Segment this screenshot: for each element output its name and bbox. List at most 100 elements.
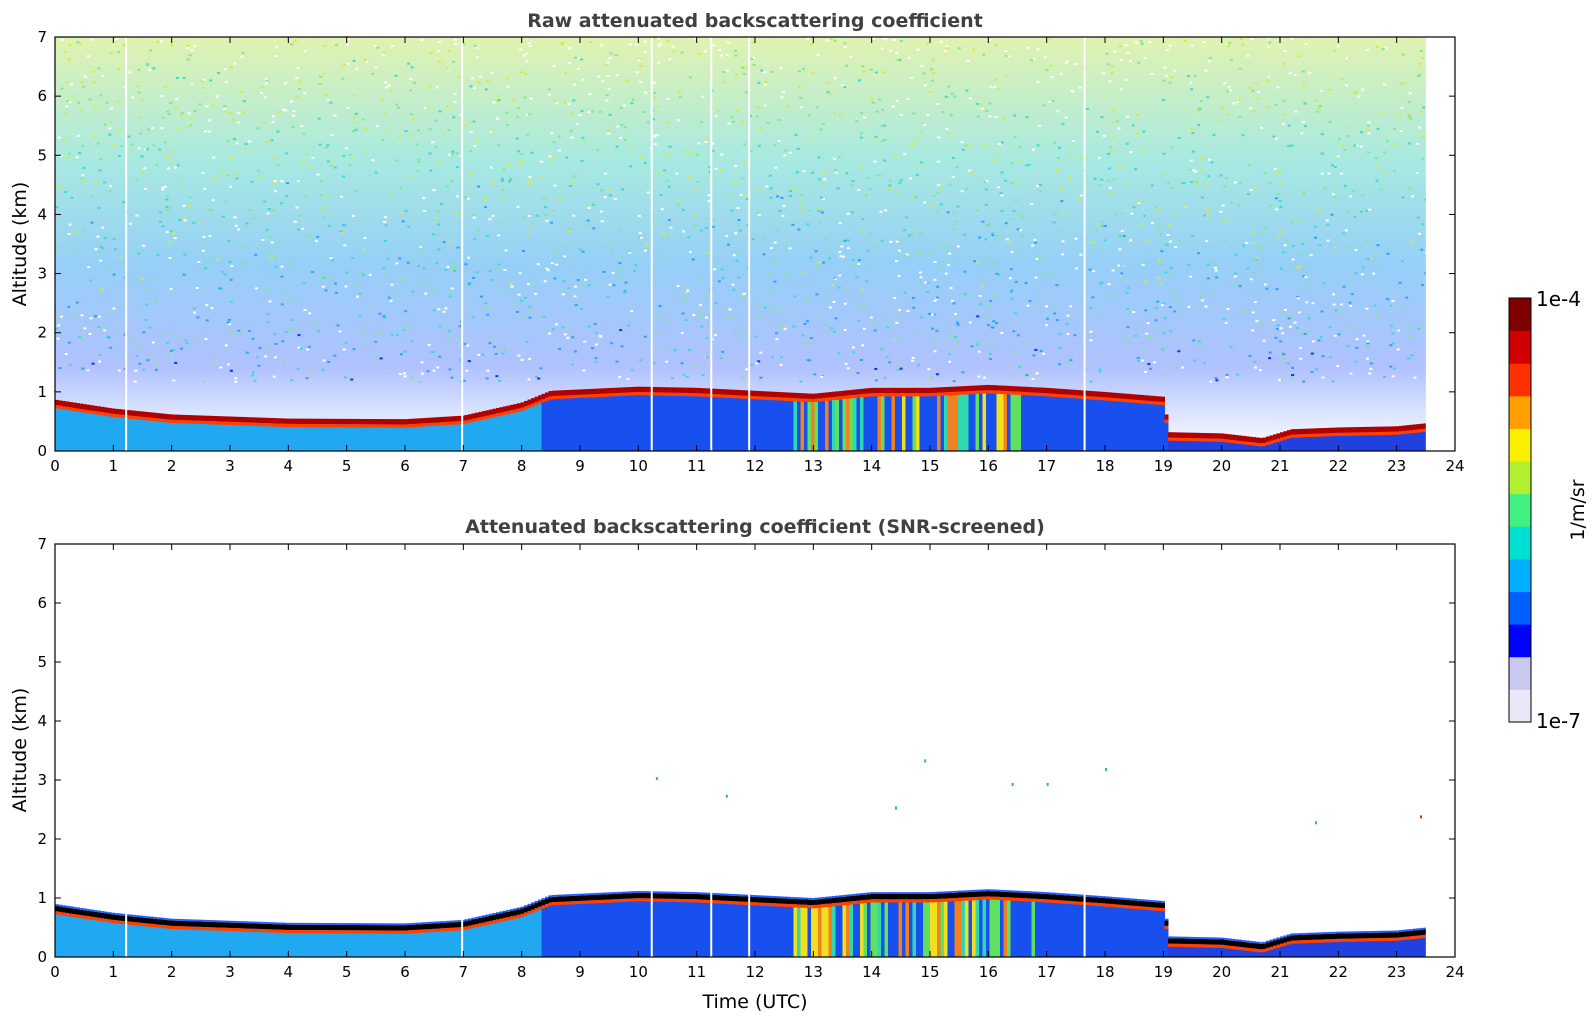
noise-speck (1009, 374, 1013, 377)
noise-speck (735, 259, 739, 262)
noise-speck (594, 360, 598, 363)
layer-edge (184, 420, 189, 424)
layer-edge (716, 900, 721, 904)
noise-speck (438, 325, 442, 328)
layer-peak (807, 899, 812, 905)
layer-peak (202, 921, 206, 927)
noise-speck (217, 71, 221, 74)
layer-peak (1007, 385, 1011, 392)
noise-speck (321, 276, 325, 279)
noise-speck (923, 123, 927, 126)
noise-speck (365, 343, 369, 346)
noise-speck (1136, 132, 1140, 135)
noise-speck (190, 49, 194, 52)
layer-column (324, 419, 329, 451)
noise-speck (527, 283, 531, 286)
layer-column (345, 926, 350, 957)
layer-outline (835, 895, 840, 898)
noise-speck (289, 100, 293, 103)
noise-speck (174, 107, 178, 110)
noise-speck (1206, 96, 1210, 99)
noise-speck (99, 245, 103, 248)
layer-column (433, 924, 437, 957)
layer-peak (884, 893, 889, 900)
layer-peak (926, 387, 931, 394)
layer-edge (566, 901, 570, 905)
layer-peak (1269, 435, 1274, 441)
noise-speck (552, 65, 556, 68)
layer-edge (1098, 396, 1102, 401)
layer-peak (1077, 390, 1081, 396)
noise-speck (467, 283, 471, 286)
noise-speck (149, 358, 153, 361)
noise-speck (589, 205, 593, 208)
layer-edge (657, 898, 661, 902)
layer-edge (1287, 435, 1291, 439)
noise-speck (1100, 281, 1104, 284)
noise-speck (763, 83, 767, 86)
noise-speck (1073, 63, 1077, 66)
layer-edge (342, 930, 346, 934)
layer-peak (657, 387, 661, 393)
noise-speck (167, 157, 171, 160)
noise-speck (161, 225, 165, 228)
noise-speck (429, 259, 433, 262)
layer-peak (128, 410, 133, 416)
noise-speck (611, 121, 615, 124)
noise-speck (1145, 332, 1149, 335)
noise-speck (859, 136, 863, 139)
noise-speck (759, 351, 763, 354)
layer-edge (412, 930, 416, 934)
noise-speck (1227, 45, 1231, 48)
layer-column (1308, 429, 1312, 451)
noise-speck (869, 68, 873, 71)
layer-edge (888, 899, 892, 903)
noise-speck (226, 321, 230, 324)
noise-speck (345, 43, 349, 46)
layer-peak (1224, 433, 1228, 440)
noise-speck (267, 208, 271, 211)
layer-column (517, 404, 521, 451)
noise-speck (1124, 44, 1128, 47)
layer-column (478, 412, 483, 451)
layer-column (961, 387, 966, 451)
noise-speck (1053, 141, 1057, 144)
noise-speck (495, 99, 499, 102)
layer-edge (1129, 399, 1134, 403)
layer-peak (548, 897, 553, 903)
layer-column (1343, 428, 1347, 451)
layer-edge (1080, 395, 1085, 399)
layer-column (1346, 428, 1351, 451)
layer-peak (1017, 892, 1022, 898)
noise-speck (1281, 332, 1285, 335)
noise-speck (1203, 214, 1207, 217)
noise-speck (280, 180, 284, 183)
noise-speck (1230, 284, 1234, 287)
noise-speck (1273, 167, 1277, 170)
noise-speck (1310, 370, 1314, 373)
layer-column (566, 391, 570, 451)
noise-speck (473, 238, 477, 241)
noise-speck (652, 37, 656, 40)
layer-column (951, 387, 955, 451)
layer-column (639, 387, 644, 451)
layer-outline (69, 906, 73, 909)
layer-column (573, 896, 577, 957)
noise-speck (374, 66, 378, 69)
noise-speck (275, 46, 279, 49)
layer-peak (993, 891, 997, 897)
noise-speck (1265, 106, 1269, 109)
layer-edge (188, 420, 192, 424)
layer-edge (282, 423, 287, 427)
layer-edge (786, 397, 791, 401)
noise-speck (1236, 373, 1240, 376)
noise-speck (390, 283, 394, 286)
layer-peak (352, 925, 357, 931)
layer-column (1290, 430, 1295, 451)
layer-column (296, 419, 301, 451)
layer-edge (926, 393, 931, 397)
noise-speck (297, 228, 301, 231)
layer-peak (55, 906, 59, 912)
noise-speck (485, 377, 489, 380)
noise-speck (1215, 379, 1219, 382)
